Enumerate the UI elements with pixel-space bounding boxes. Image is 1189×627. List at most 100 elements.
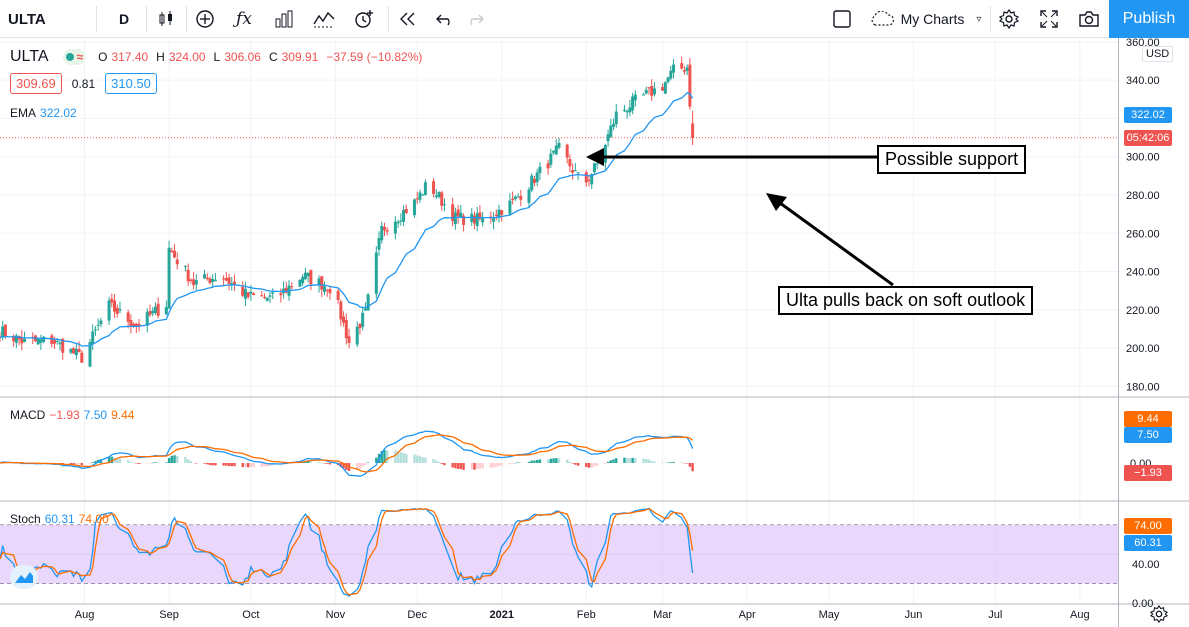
candle-body (508, 200, 512, 214)
my-charts-label: My Charts (900, 11, 965, 27)
macd-hist-bar (249, 463, 253, 468)
macd-hist-bar (176, 455, 179, 463)
macd-hist-bar (593, 463, 596, 467)
price-tick-label: 300.00 (1126, 152, 1160, 164)
pullback-annotation[interactable]: Ulta pulls back on soft outlook (778, 286, 1034, 315)
candle-body (260, 295, 264, 297)
macd-hist-bar (107, 457, 111, 463)
candle-body (472, 215, 476, 224)
price-tick-label: 200.00 (1126, 343, 1160, 355)
candle-body (303, 272, 307, 280)
candle-body (573, 170, 577, 172)
fx-icon[interactable]: ƒx (236, 9, 252, 29)
gear-icon[interactable] (996, 0, 1022, 38)
pane-separators (0, 38, 1189, 627)
undo-icon[interactable] (432, 0, 458, 38)
interval-button[interactable]: D (118, 11, 130, 27)
pullback-arrow-shaft (779, 201, 894, 287)
signal-badge: 9.44 (1124, 411, 1172, 427)
candle-body (672, 64, 676, 73)
candle-body (568, 159, 572, 167)
time-tick-label: Oct (242, 609, 259, 621)
macd-hist-bar (214, 463, 217, 466)
time-tick-label: 2021 (489, 609, 513, 621)
add-indicator-icon[interactable] (192, 0, 218, 38)
ema-line (0, 92, 694, 347)
symbol-search[interactable]: ULTA (8, 10, 46, 28)
macd-hist-bar (135, 463, 138, 464)
macd-hist-bar (246, 463, 250, 468)
layout-icon[interactable] (830, 0, 854, 38)
candle-body (113, 300, 117, 312)
my-charts-button[interactable]: My Charts ▿ (864, 0, 986, 38)
macd-hist-bar (623, 457, 626, 463)
macd-hist-bar (165, 462, 168, 463)
macd-hist-bar (222, 463, 225, 466)
macd-hist-bar (323, 463, 326, 464)
bar-chart-icon[interactable] (270, 0, 298, 38)
bid-price[interactable]: 309.69 (10, 73, 62, 94)
replay-icon[interactable] (394, 0, 420, 38)
candle-body (557, 142, 561, 148)
macd-hist-bar (538, 459, 542, 463)
macd-hist-bar (587, 463, 591, 468)
alert-icon[interactable] (350, 0, 378, 38)
macd-hist-bar (546, 459, 550, 463)
close-label: C (268, 50, 278, 64)
candle-body (110, 298, 114, 303)
macd-hist-bar (585, 463, 588, 468)
macd-hist-bar (574, 463, 577, 465)
macd-hist-bar (497, 463, 501, 466)
toolbar-divider (388, 6, 389, 32)
time-tick-label: Mar (653, 609, 672, 621)
candle-body (527, 189, 531, 203)
grid (0, 38, 1118, 603)
compare-icon[interactable] (310, 0, 338, 38)
candle-body (432, 181, 436, 194)
candle-body (532, 178, 536, 184)
candle-body (592, 163, 596, 173)
time-tick-label: Apr (739, 609, 756, 621)
chart-settings-icon[interactable] (1149, 604, 1169, 624)
candle-body (361, 312, 365, 327)
redo-icon[interactable] (462, 0, 488, 38)
time-tick-label: Feb (577, 609, 596, 621)
macd-hist-bar (443, 463, 446, 466)
candle-body (290, 286, 294, 288)
candle-body (279, 293, 283, 296)
candle-body (170, 250, 174, 253)
macd-hist-bar (647, 459, 651, 463)
macd-hist-bar (634, 458, 637, 463)
macd-hist-bar (69, 463, 73, 465)
macd-hist-bar (650, 460, 653, 463)
price-tick-label: 360.00 (1126, 38, 1160, 49)
candle-body (284, 287, 288, 293)
candle-body (164, 307, 168, 315)
candle-body (652, 88, 656, 95)
tradingview-logo (10, 565, 38, 589)
macd-hist-bar (72, 463, 75, 465)
currency-label[interactable]: USD (1142, 46, 1174, 62)
ask-price[interactable]: 310.50 (105, 73, 157, 94)
candle-body (126, 312, 130, 322)
candle-body (107, 300, 111, 321)
candle-body (481, 217, 485, 223)
macd-hist-bar (317, 461, 321, 463)
candle-body (434, 195, 438, 198)
candle-body (173, 250, 177, 258)
macd-hist-bar (339, 463, 343, 468)
chart-canvas[interactable]: 360.00340.00320.00300.00280.00260.00240.… (0, 38, 1189, 627)
candles-icon[interactable] (153, 0, 179, 38)
camera-icon[interactable] (1075, 0, 1103, 38)
macd-hist-bar (557, 458, 561, 463)
stoch-tick-label: 40.00 (1132, 559, 1160, 571)
macd-hist-bar (615, 458, 618, 463)
macd-hist-bar (661, 462, 664, 463)
publish-button[interactable]: Publish (1109, 0, 1189, 38)
support-annotation[interactable]: Possible support (877, 145, 1027, 174)
candle-body (494, 214, 498, 216)
candle-body (680, 63, 684, 69)
fullscreen-icon[interactable] (1036, 0, 1062, 38)
macd-hist-bar (399, 452, 403, 463)
ema-value: 322.02 (40, 106, 77, 120)
